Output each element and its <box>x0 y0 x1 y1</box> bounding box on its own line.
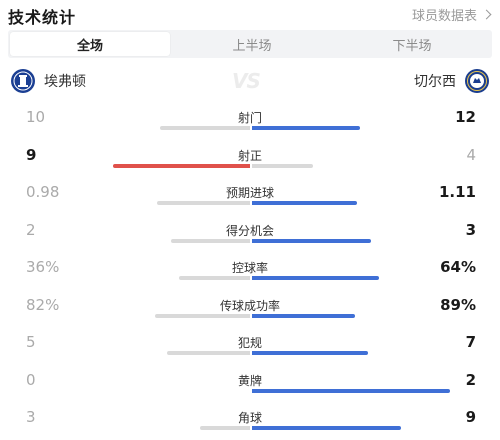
stat-label: 传球成功率 <box>219 298 280 313</box>
home-stat-bar <box>155 313 250 318</box>
stat-label: 预期进球 <box>225 186 274 200</box>
away-team-name: 切尔西 <box>414 74 456 90</box>
stat-row: 5 犯规 7 <box>0 325 500 363</box>
home-stat-value: 9 <box>26 145 37 164</box>
home-team[interactable]: 埃弗顿 <box>10 68 86 94</box>
home-stat-bar <box>200 426 250 430</box>
away-stat-bar <box>252 126 360 130</box>
stats-header: 技术统计 球员数据表 <box>0 0 500 30</box>
away-stat-bar <box>252 201 357 205</box>
away-stat-value: 12 <box>455 108 476 126</box>
away-stat-bar <box>252 276 379 280</box>
stats-list: 10 射门 12 9 射正 4 0.98 预期进球 1.11 2 得分机会 3 36% 控球率 64% 82%… <box>0 100 500 438</box>
stat-row: 2 得分机会 3 <box>0 213 500 251</box>
away-stat-value: 89% <box>440 295 476 314</box>
stat-label: 黄牌 <box>237 373 262 388</box>
stat-label: 得分机会 <box>225 223 274 238</box>
home-stat-bar <box>160 126 250 130</box>
home-stat-bar <box>179 276 250 280</box>
everton-crest-icon <box>10 68 36 94</box>
tab-full-match[interactable]: 全场 <box>10 32 170 56</box>
away-stat-bar <box>252 163 313 168</box>
home-stat-value: 0 <box>26 370 36 389</box>
stat-row: 9 射正 4 <box>0 138 500 176</box>
home-stat-value: 82% <box>26 295 60 314</box>
home-stat-value: 2 <box>26 220 36 239</box>
player-stats-link-label: 球员数据表 <box>411 9 477 24</box>
stat-label: 犯规 <box>237 336 262 350</box>
away-stat-bar <box>252 238 371 243</box>
tab-second-half[interactable]: 下半场 <box>392 38 432 54</box>
away-stat-bar <box>252 426 401 430</box>
away-stat-bar <box>252 388 450 393</box>
home-stat-value: 36% <box>26 258 60 276</box>
stat-label: 射正 <box>237 148 262 163</box>
period-tabs: 全场 上半场 下半场 <box>8 30 492 58</box>
home-stat-bar <box>167 351 250 355</box>
home-stat-bar <box>157 201 250 205</box>
teams-row: 埃弗顿 VS 切尔西 <box>0 60 500 100</box>
away-stat-value: 2 <box>465 370 476 389</box>
home-stat-value: 0.98 <box>26 183 60 201</box>
home-stat-bar <box>113 163 250 168</box>
chevron-right-icon <box>481 9 492 20</box>
stat-row: 0 黄牌 2 <box>0 363 500 401</box>
home-stat-value: 5 <box>26 333 36 351</box>
away-stat-value: 64% <box>440 258 476 276</box>
stat-row: 36% 控球率 64% <box>0 250 500 288</box>
away-stat-value: 1.11 <box>438 183 476 201</box>
stat-label: 角球 <box>237 411 262 425</box>
away-stat-value: 4 <box>466 145 476 164</box>
away-stat-value: 7 <box>465 333 476 351</box>
home-stat-bar <box>171 238 250 243</box>
home-stat-value: 10 <box>26 108 46 126</box>
stat-row: 3 角球 9 <box>0 400 500 438</box>
home-stat-value: 3 <box>26 408 36 426</box>
vs-watermark: VS <box>232 69 261 93</box>
stat-label: 控球率 <box>231 261 268 275</box>
player-stats-link[interactable]: 球员数据表 <box>411 5 492 24</box>
chelsea-crest-icon <box>464 68 490 94</box>
away-stat-value: 3 <box>465 220 476 239</box>
away-stat-bar <box>252 351 368 355</box>
stat-row: 0.98 预期进球 1.11 <box>0 175 500 213</box>
stat-label: 射门 <box>237 111 262 125</box>
stat-row: 82% 传球成功率 89% <box>0 288 500 326</box>
away-team[interactable]: 切尔西 <box>414 68 490 94</box>
tab-first-half[interactable]: 上半场 <box>232 38 272 54</box>
home-team-name: 埃弗顿 <box>44 74 86 90</box>
stat-row: 10 射门 12 <box>0 100 500 138</box>
away-stat-value: 9 <box>465 408 476 426</box>
section-title: 技术统计 <box>8 8 77 27</box>
away-stat-bar <box>252 313 355 318</box>
